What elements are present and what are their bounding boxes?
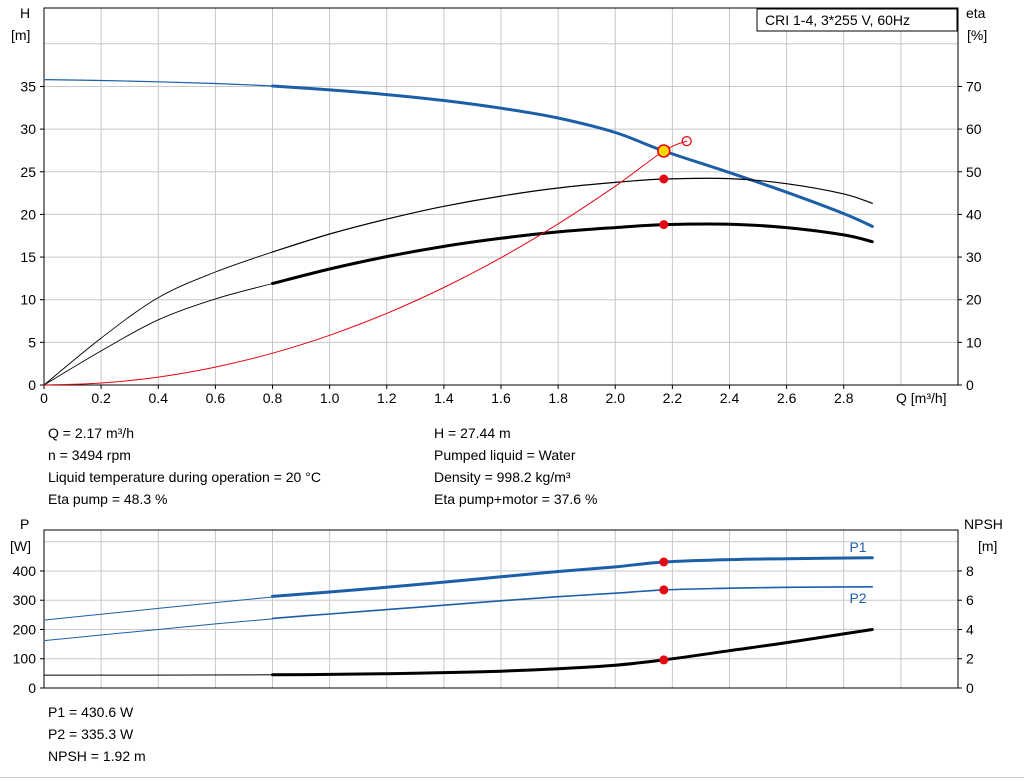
eta-pump-curve-lowflow bbox=[43, 251, 273, 386]
y-tick-label-right: 8 bbox=[966, 563, 974, 579]
x-tick-label: 2.8 bbox=[834, 390, 854, 406]
duty-density: Density = 998.2 kg/m³ bbox=[434, 469, 571, 485]
head-curve bbox=[271, 84, 874, 228]
x-tick-label: 0.8 bbox=[263, 390, 283, 406]
y-tick-label-left: 5 bbox=[28, 334, 36, 350]
left-axis-title: H bbox=[20, 5, 30, 21]
p1-curve bbox=[271, 556, 874, 598]
plot-frame bbox=[43, 529, 959, 689]
eta-pump-motor-curve-lowflow bbox=[43, 283, 273, 386]
right-axis-unit: [m] bbox=[978, 538, 997, 554]
duty-head: H = 27.44 m bbox=[434, 425, 511, 441]
duty-flow: Q = 2.17 m³/h bbox=[48, 425, 134, 441]
eta-pump-point bbox=[659, 174, 669, 184]
y-tick-label-left: 300 bbox=[13, 592, 37, 608]
y-tick-label-right: 0 bbox=[966, 680, 974, 696]
y-tick-label-left: 20 bbox=[20, 206, 36, 222]
y-tick-label-left: 100 bbox=[13, 651, 37, 667]
x-axis-title: Q [m³/h] bbox=[896, 390, 947, 406]
power-npsh-chart: 0 100 200 300 400 0 2 4 6 8 P1 P2 P [W] NPSH [m] bbox=[10, 516, 1003, 696]
head-curve-lowflow bbox=[43, 79, 274, 87]
p2-curve-label: P2 bbox=[849, 590, 866, 606]
npsh-point bbox=[659, 655, 669, 665]
y-tick-label-left: 0 bbox=[28, 377, 36, 393]
duty-point bbox=[656, 144, 671, 158]
y-tick-label-right: 40 bbox=[966, 206, 982, 222]
y-tick-label-right: 70 bbox=[966, 78, 982, 94]
y-tick-label-left: 15 bbox=[20, 249, 36, 265]
x-tick-label: 0 bbox=[40, 390, 48, 406]
y-tick-label-right: 60 bbox=[966, 121, 982, 137]
duty-speed: n = 3494 rpm bbox=[48, 447, 131, 463]
p1-curve-label: P1 bbox=[849, 539, 866, 555]
duty-point-open bbox=[681, 135, 692, 147]
x-tick-label: 1.4 bbox=[434, 390, 454, 406]
eta-pump-motor-point bbox=[659, 220, 669, 230]
right-axis-title: eta bbox=[966, 5, 986, 21]
y-tick-label-right: 4 bbox=[966, 621, 974, 637]
x-tick-label: 1.0 bbox=[320, 390, 340, 406]
x-tick-label: 2.0 bbox=[606, 390, 626, 406]
x-tick-label: 0.4 bbox=[149, 390, 169, 406]
y-tick-label-right: 50 bbox=[966, 164, 982, 180]
p2-curve-lowflow bbox=[43, 618, 273, 642]
left-axis-title: P bbox=[20, 516, 29, 532]
npsh-curve bbox=[271, 628, 874, 677]
bottom-divider bbox=[0, 777, 1024, 778]
p2-point bbox=[659, 585, 669, 595]
result-npsh: NPSH = 1.92 m bbox=[48, 748, 146, 764]
right-axis-unit: [%] bbox=[967, 27, 987, 43]
eta-pump-motor-curve bbox=[271, 222, 874, 285]
y-tick-label-right: 2 bbox=[966, 651, 974, 667]
x-tick-label: 2.6 bbox=[777, 390, 797, 406]
result-p1: P1 = 430.6 W bbox=[48, 704, 134, 720]
duty-liquid-temperature: Liquid temperature during operation = 20… bbox=[48, 469, 321, 485]
x-tick-label: 1.8 bbox=[548, 390, 568, 406]
left-axis-unit: [m] bbox=[11, 27, 30, 43]
y-tick-label-right: 30 bbox=[966, 249, 982, 265]
system-curve bbox=[43, 140, 688, 386]
results-info: P1 = 430.6 W P2 = 335.3 W NPSH = 1.92 m bbox=[48, 701, 146, 767]
x-tick-label: 1.6 bbox=[491, 390, 511, 406]
x-tick-label: 0.2 bbox=[91, 390, 111, 406]
y-tick-label-left: 400 bbox=[13, 563, 37, 579]
duty-eta-pump: Eta pump = 48.3 % bbox=[48, 491, 168, 507]
x-tick-label: 1.2 bbox=[377, 390, 397, 406]
p1-point bbox=[659, 557, 669, 567]
y-tick-label-right: 20 bbox=[966, 292, 982, 308]
y-tick-label-right: 0 bbox=[966, 377, 974, 393]
x-tick-label: 0.6 bbox=[206, 390, 226, 406]
left-axis-unit: [W] bbox=[10, 538, 31, 554]
right-axis-title: NPSH bbox=[964, 516, 1003, 532]
p1-curve-lowflow bbox=[43, 596, 273, 621]
y-tick-label-left: 10 bbox=[20, 292, 36, 308]
duty-pumped-liquid: Pumped liquid = Water bbox=[434, 447, 576, 463]
y-tick-label-left: 35 bbox=[20, 78, 36, 94]
result-p2: P2 = 335.3 W bbox=[48, 726, 134, 742]
y-tick-label-left: 0 bbox=[28, 680, 36, 696]
x-tick-label: 2.2 bbox=[663, 390, 683, 406]
duty-eta-pump-motor: Eta pump+motor = 37.6 % bbox=[434, 491, 598, 507]
duty-info-left: Q = 2.17 m³/h n = 3494 rpm Liquid temper… bbox=[48, 422, 321, 510]
eta-pump-curve bbox=[271, 177, 873, 253]
p2-curve bbox=[271, 586, 874, 620]
y-tick-label-left: 200 bbox=[13, 621, 37, 637]
y-tick-label-left: 25 bbox=[20, 164, 36, 180]
x-tick-label: 2.4 bbox=[720, 390, 740, 406]
y-tick-label-left: 30 bbox=[20, 121, 36, 137]
y-tick-label-right: 6 bbox=[966, 592, 974, 608]
pump-title-box bbox=[756, 8, 958, 32]
qh-eta-chart: 0 0.2 0.4 0.6 0.8 1.0 1.2 1.4 1.6 1.8 2.0 2.2 2.4 2.6… bbox=[11, 5, 987, 406]
duty-info-right: H = 27.44 m Pumped liquid = Water Densit… bbox=[434, 422, 597, 510]
y-tick-label-right: 10 bbox=[966, 334, 982, 350]
pump-title: CRI 1-4, 3*255 V, 60Hz bbox=[765, 12, 910, 28]
